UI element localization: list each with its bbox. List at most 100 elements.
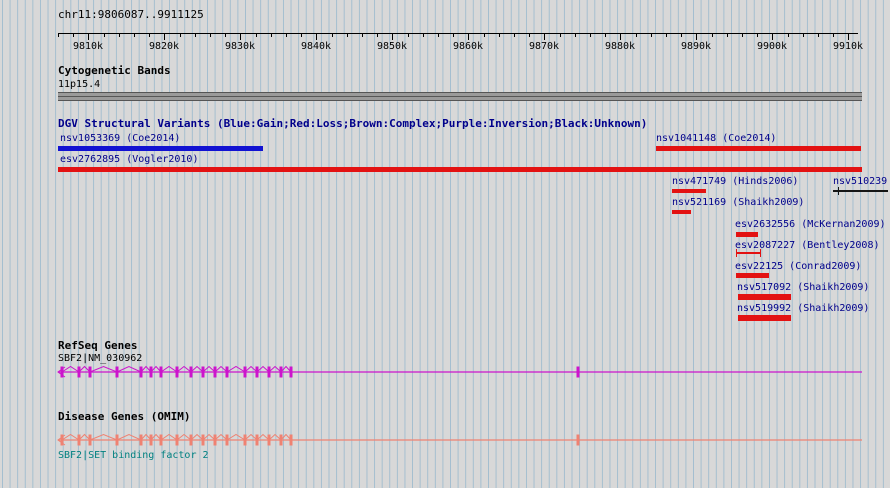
variant-label[interactable]: nsv510239 xyxy=(833,176,888,187)
ruler-line xyxy=(58,33,858,34)
ruler-minor-tick xyxy=(574,34,576,37)
ruler-tick-label: 9830k xyxy=(224,41,256,52)
ruler-minor-tick xyxy=(179,34,181,37)
region-title: chr11:9806087..9911125 xyxy=(58,8,204,21)
ruler-minor-tick xyxy=(514,34,515,37)
exon-box xyxy=(77,434,81,446)
ruler-minor-tick xyxy=(362,34,363,37)
exon-box xyxy=(149,434,153,446)
exon-box xyxy=(175,366,179,378)
ruler-tick-label: 9810k xyxy=(72,41,104,52)
ruler-major-tick xyxy=(88,34,89,40)
variant-bar-end-tick xyxy=(736,249,737,257)
ruler-tick-label: 9910k xyxy=(832,41,864,52)
ruler-minor-tick xyxy=(377,34,379,37)
ruler-major-tick xyxy=(240,34,241,40)
variant-bar-tick xyxy=(838,187,839,195)
variant-bar[interactable] xyxy=(738,315,791,321)
exon-box xyxy=(279,366,283,378)
ruler-major-tick xyxy=(316,34,317,40)
variant-label[interactable]: nsv471749 (Hinds2006) xyxy=(672,176,799,187)
ruler-minor-tick xyxy=(149,34,151,37)
ruler-minor-tick xyxy=(134,34,135,37)
ruler-minor-tick xyxy=(711,34,713,37)
variant-label[interactable]: esv2632556 (McKernan2009) xyxy=(735,219,886,230)
variant-bar[interactable] xyxy=(656,146,861,151)
ruler-minor-tick xyxy=(529,34,531,37)
ruler-minor-tick xyxy=(483,34,485,37)
exon-box xyxy=(189,434,193,446)
ruler-minor-tick xyxy=(787,34,789,37)
ruler-minor-tick xyxy=(118,34,120,37)
variant-label[interactable]: nsv519992 (Shaikh2009) xyxy=(737,303,870,314)
ruler-minor-tick xyxy=(833,34,835,37)
variant-bar[interactable] xyxy=(736,252,761,254)
exon-box xyxy=(289,434,293,446)
exon-box xyxy=(159,434,163,446)
exon-box xyxy=(213,434,217,446)
exon-box xyxy=(88,366,92,378)
exon-box xyxy=(576,434,580,446)
ruler-major-tick xyxy=(696,34,697,40)
ruler-minor-tick xyxy=(58,34,59,37)
ruler-minor-tick xyxy=(286,34,287,37)
ruler-tick-label: 9820k xyxy=(148,41,180,52)
ruler-minor-tick xyxy=(438,34,439,37)
exon-box xyxy=(88,434,92,446)
ruler-major-tick xyxy=(772,34,773,40)
ruler-minor-tick xyxy=(255,34,257,37)
refseq-gene-model[interactable] xyxy=(0,363,890,383)
variant-bar[interactable] xyxy=(58,146,263,151)
variant-bar[interactable] xyxy=(738,294,791,300)
variant-label[interactable]: nsv521169 (Shaikh2009) xyxy=(672,197,805,208)
variant-label[interactable]: esv2087227 (Bentley2008) xyxy=(735,240,880,251)
ruler-minor-tick xyxy=(605,34,607,37)
ruler-tick-label: 9900k xyxy=(756,41,788,52)
exon-box xyxy=(255,434,259,446)
section-header-disease-genes: Disease Genes (OMIM) xyxy=(58,410,191,423)
exon-box xyxy=(60,434,64,446)
ruler-tick-label: 9870k xyxy=(528,41,560,52)
variant-label[interactable]: esv2762895 (Vogler2010) xyxy=(60,154,199,165)
exon-box xyxy=(289,366,293,378)
ruler-minor-tick xyxy=(73,34,75,37)
variant-bar[interactable] xyxy=(672,189,706,193)
omim-gene-label[interactable]: SBF2|SET binding factor 2 xyxy=(58,450,209,461)
variant-bar[interactable] xyxy=(736,232,758,237)
variant-label[interactable]: nsv1053369 (Coe2014) xyxy=(60,133,181,144)
section-header-dgv-variants: DGV Structural Variants (Blue:Gain;Red:L… xyxy=(58,117,648,130)
refseq-gene-label[interactable]: SBF2|NM_030962 xyxy=(58,353,143,364)
variant-label[interactable]: nsv517092 (Shaikh2009) xyxy=(737,282,870,293)
variant-bar[interactable] xyxy=(58,167,862,172)
ruler-minor-tick xyxy=(498,34,500,37)
ruler-major-tick xyxy=(164,34,165,40)
exon-box xyxy=(115,434,119,446)
variant-bar[interactable] xyxy=(672,210,691,214)
cytoband-bar xyxy=(58,92,862,101)
ruler-major-tick xyxy=(620,34,621,40)
ruler-tick-label: 9840k xyxy=(300,41,332,52)
exon-box xyxy=(159,366,163,378)
ruler-minor-tick xyxy=(757,34,759,37)
variant-label[interactable]: esv22125 (Conrad2009) xyxy=(735,261,862,272)
ruler-minor-tick xyxy=(635,34,637,37)
ruler-minor-tick xyxy=(194,34,196,37)
variant-label[interactable]: nsv1041148 (Coe2014) xyxy=(656,133,777,144)
ruler-minor-tick xyxy=(802,34,804,37)
ruler-minor-tick xyxy=(559,34,561,37)
exon-box xyxy=(77,366,81,378)
ruler-minor-tick xyxy=(666,34,667,37)
variant-bar[interactable] xyxy=(736,273,769,278)
exon-box xyxy=(225,434,229,446)
ruler-minor-tick xyxy=(681,34,683,37)
section-header-refseq-genes: RefSeq Genes xyxy=(58,339,138,352)
ruler-minor-tick xyxy=(270,34,272,37)
exon-box xyxy=(175,434,179,446)
section-header-cytobands: Cytogenetic Bands xyxy=(58,64,171,77)
ruler-minor-tick xyxy=(590,34,591,37)
ruler-minor-tick xyxy=(331,34,333,37)
variant-bar[interactable] xyxy=(833,190,888,192)
ruler-minor-tick xyxy=(742,34,743,37)
omim-gene-model[interactable] xyxy=(0,431,890,451)
ruler-minor-tick xyxy=(225,34,227,37)
